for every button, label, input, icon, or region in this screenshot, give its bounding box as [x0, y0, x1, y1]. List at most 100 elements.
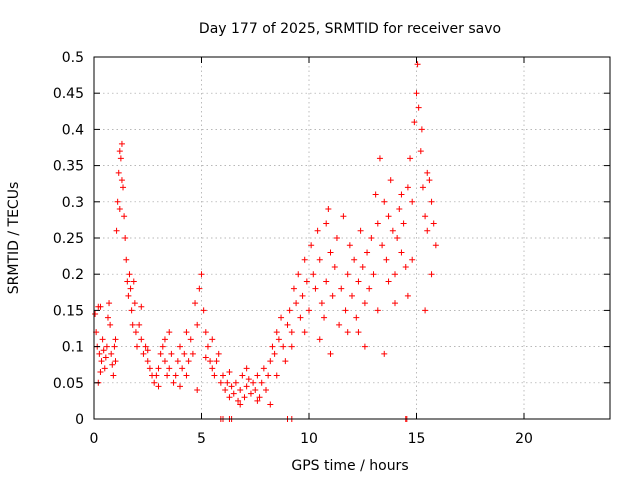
data-point — [323, 220, 330, 227]
y-tick-labels: 0 0.05 0.1 0.15 0.2 0.25 0.3 0.35 0.4 0.45 0.5 — [53, 50, 84, 428]
data-point — [383, 256, 390, 263]
data-point — [275, 336, 282, 343]
data-point — [196, 285, 203, 292]
data-point — [282, 358, 289, 365]
data-point — [280, 343, 287, 350]
data-point — [411, 119, 418, 126]
data-point — [398, 249, 405, 256]
data-point — [256, 394, 263, 401]
data-point — [241, 394, 248, 401]
data-point — [336, 321, 343, 328]
data-point — [164, 372, 171, 379]
data-point — [432, 242, 439, 249]
data-point — [415, 104, 422, 111]
y-tick-label: 0.1 — [62, 340, 84, 356]
data-point — [321, 314, 328, 321]
data-point — [318, 300, 325, 307]
data-point — [172, 372, 179, 379]
data-point — [113, 227, 120, 234]
data-point — [404, 292, 411, 299]
data-point — [316, 336, 323, 343]
data-point — [118, 177, 125, 184]
data-point — [166, 329, 173, 336]
data-point — [155, 365, 162, 372]
data-point — [117, 155, 124, 162]
y-tick-label: 0 — [75, 412, 84, 428]
data-point — [414, 61, 421, 68]
y-tick-label: 0.4 — [62, 122, 84, 138]
data-point — [286, 307, 293, 314]
y-tick-label: 0.05 — [53, 376, 84, 392]
data-point — [97, 303, 104, 310]
x-axis-label: GPS time / hours — [291, 458, 408, 474]
data-point — [381, 350, 388, 357]
data-point — [361, 300, 368, 307]
data-point — [422, 213, 429, 220]
data-point — [273, 372, 280, 379]
data-point — [200, 307, 207, 314]
data-point — [112, 336, 119, 343]
data-point — [402, 263, 409, 270]
data-point — [198, 271, 205, 278]
data-point — [271, 350, 278, 357]
data-point — [151, 379, 158, 386]
data-point — [185, 358, 192, 365]
data-point — [237, 401, 244, 408]
data-point — [398, 191, 405, 198]
data-point — [295, 271, 302, 278]
data-point — [204, 343, 211, 350]
data-point — [353, 314, 360, 321]
data-point — [130, 278, 137, 285]
data-point — [100, 347, 107, 354]
data-point — [310, 271, 317, 278]
data-point — [344, 271, 351, 278]
data-point — [252, 387, 259, 394]
data-point — [217, 379, 224, 386]
data-point — [109, 361, 116, 368]
data-point — [243, 383, 250, 390]
data-point — [128, 307, 135, 314]
data-point — [301, 256, 308, 263]
data-point — [376, 155, 383, 162]
data-point — [224, 379, 231, 386]
data-point — [116, 206, 123, 213]
data-point — [237, 387, 244, 394]
data-point — [379, 242, 386, 249]
data-point — [192, 300, 199, 307]
data-point — [179, 365, 186, 372]
data-point — [103, 343, 110, 350]
data-point — [155, 383, 162, 390]
data-point — [118, 140, 125, 147]
data-point — [232, 379, 239, 386]
data-point — [187, 336, 194, 343]
data-point — [344, 329, 351, 336]
data-point — [426, 177, 433, 184]
data-point — [144, 358, 151, 365]
data-point — [409, 256, 416, 263]
data-point — [181, 350, 188, 357]
data-point — [183, 372, 190, 379]
data-point — [168, 350, 175, 357]
data-point — [407, 155, 414, 162]
data-point — [312, 285, 319, 292]
data-point — [220, 372, 226, 379]
data-point — [131, 300, 138, 307]
data-point — [327, 249, 334, 256]
data-point — [372, 191, 379, 198]
x-tick-label: 0 — [90, 431, 99, 447]
data-point — [263, 387, 269, 394]
data-point — [314, 227, 321, 234]
data-point — [122, 235, 129, 241]
data-point — [228, 383, 235, 390]
data-point — [230, 390, 237, 397]
data-point — [202, 354, 209, 361]
data-point — [207, 358, 214, 365]
data-point — [288, 329, 295, 336]
data-point — [273, 329, 280, 336]
data-point — [419, 184, 426, 191]
data-point — [327, 350, 334, 357]
data-point — [129, 321, 136, 328]
data-point — [392, 271, 398, 278]
data-point — [422, 307, 429, 314]
